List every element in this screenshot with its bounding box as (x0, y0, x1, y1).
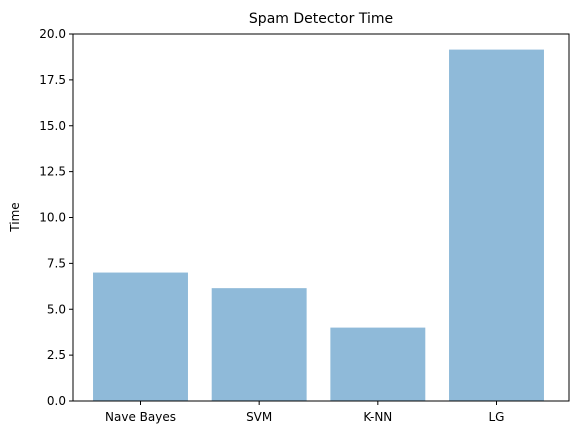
plot-frame (72, 33, 570, 402)
bar-svm (211, 288, 307, 401)
bar-lg (449, 49, 544, 401)
y-tick-label: 12.5 (39, 165, 66, 179)
y-tick-label: 17.5 (39, 73, 66, 87)
y-tick-label: 2.5 (47, 348, 66, 362)
x-tick-label: LG (489, 410, 505, 424)
bars-group (93, 49, 544, 401)
y-tick-label: 20.0 (39, 27, 66, 41)
y-tick-label: 15.0 (39, 119, 66, 133)
bar-k-nn (330, 327, 426, 401)
y-tick-label: 10.0 (39, 211, 66, 225)
y-tick-label: 7.5 (47, 256, 66, 270)
y-axis-label: Time (8, 202, 22, 232)
x-tick-label: SVM (246, 410, 272, 424)
bar-nave-bayes (93, 272, 188, 401)
y-tick-label: 5.0 (47, 302, 66, 316)
x-axis-ticks: Nave Bayes SVM K-NN LG (105, 401, 504, 424)
y-axis-ticks: 0.0 2.5 5.0 7.5 10.0 12.5 15.0 17.5 20.0 (39, 27, 73, 408)
x-tick-label: Nave Bayes (105, 410, 176, 424)
y-tick-label: 0.0 (47, 394, 66, 408)
chart-title: Spam Detector Time (249, 11, 393, 27)
x-tick-label: K-NN (363, 410, 392, 424)
